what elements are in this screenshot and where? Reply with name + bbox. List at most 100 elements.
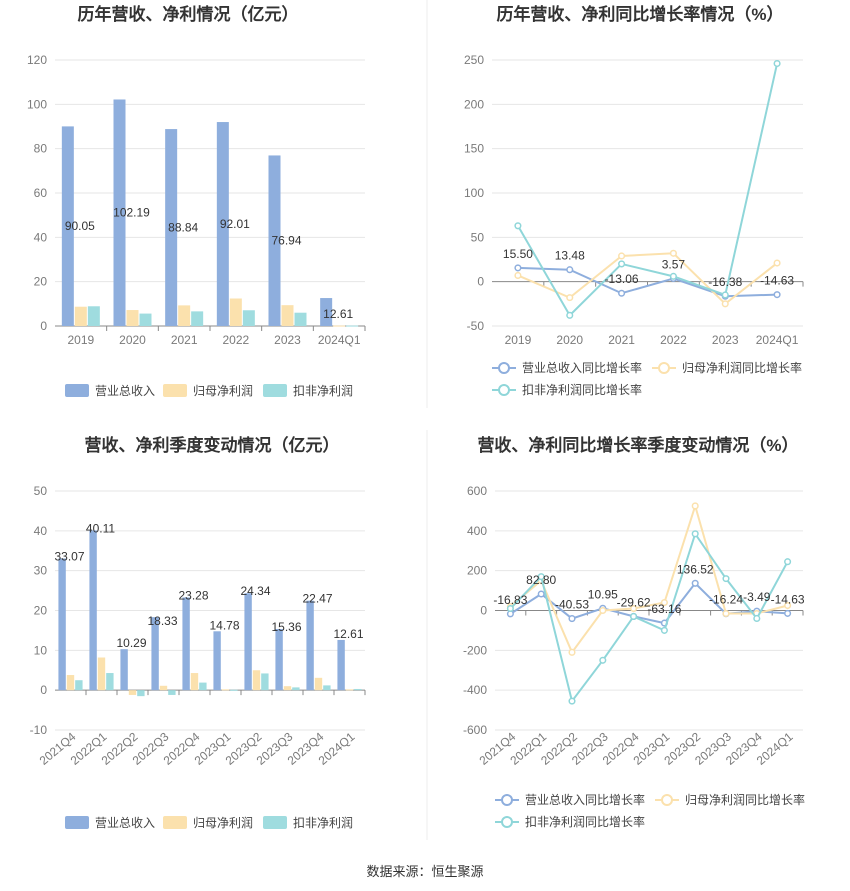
series-line-2 [509,502,788,655]
point-1-2019 [514,264,522,272]
data-label: -16.83 [493,593,527,607]
chart-2: 历年营收、净利同比增长率情况（%） -50 0 50 100 150 200 250 2019 2… [464,4,804,397]
bar-1-2022Q4 [182,597,190,691]
point-2-2022 [669,249,677,257]
bar-1-2022 [216,122,229,327]
legend[interactable]: 营业总收入 归母净利润 扣非净利润 [65,384,353,398]
y-tick-label: -400 [463,683,487,697]
y-tick-label: 50 [471,230,485,244]
legend-label: 营业总收入 [95,816,155,830]
data-label: -29.62 [617,595,651,609]
bar-2-2019 [74,306,87,326]
y-tick-label: 40 [34,230,48,244]
y-tick-label: 100 [27,97,47,111]
bar-3-2023 [294,312,307,326]
point-3-2023Q3 [722,575,730,583]
y-tick-label: 120 [27,53,47,67]
point-1-2024Q1 [773,291,781,299]
point-1-2020 [566,266,574,274]
point-3-2023Q4 [753,614,761,623]
bar-2-2021 [178,305,191,326]
x-tick-label: 2023 [274,333,301,347]
series-line-1 [509,581,788,625]
legend-label: 营业总收入 [95,384,155,398]
data-label: 13.48 [555,249,585,263]
data-label: 136.52 [677,562,714,576]
data-label: 22.47 [302,592,332,606]
bar-2-2023Q4 [314,677,323,691]
legend-swatch [163,384,187,397]
x-tick-label: 2019 [505,333,532,347]
x-tick-label: 2020 [556,333,583,347]
data-label: -40.53 [555,598,589,612]
legend-marker [498,384,510,396]
x-tick-label: 2022 [660,333,687,347]
point-2-2023Q3 [722,609,730,618]
y-tick-label: 60 [34,186,48,200]
chart-title: 营收、净利同比增长率季度变动情况（%） [477,435,798,455]
point-1-2023Q2 [691,579,699,587]
point-3-2023 [721,291,729,299]
bar-2-2022Q2 [128,690,137,695]
bar-1-2020 [113,99,126,326]
data-label: 12.61 [323,307,353,321]
bar-2-2023 [281,305,294,326]
bar-1-2024Q1 [320,298,333,326]
point-3-2022Q3 [599,656,607,664]
y-tick-label: 0 [480,604,487,618]
bar-2-2022 [229,298,242,326]
bar-1-2023Q3 [275,628,283,691]
point-3-2024Q1 [773,59,781,68]
legend-label: 归母净利润 [193,384,253,398]
x-tick-label: 2024Q1 [756,333,799,347]
point-2-2022Q2 [568,648,576,656]
x-tick-label: 2019 [67,333,94,347]
bar-3-2024Q1 [346,325,359,327]
bar-3-2024Q1 [354,688,362,691]
bar-1-2021 [165,129,178,326]
data-label: 40.11 [86,521,115,535]
point-3-2022Q2 [568,697,576,705]
legend-marker [501,794,513,806]
bar-2-2023Q1 [221,689,230,691]
bar-2-2023Q3 [283,686,292,691]
y-tick-label: 400 [467,524,487,538]
bar-3-2019 [87,306,100,326]
bar-2-2021Q4 [66,675,75,691]
data-label: 76.94 [271,234,301,248]
y-tick-label: -50 [467,319,485,333]
legend-label: 扣非净利润 [293,816,353,830]
legend[interactable]: 营业总收入 归母净利润 扣非净利润 [65,816,353,830]
y-tick-label: -600 [463,723,487,737]
bar-3-2023Q1 [230,689,238,691]
series-line-2 [517,252,778,306]
bar-2-2020 [126,310,139,326]
bar-2-2024Q1 [333,325,346,327]
y-tick-label: 50 [34,484,48,498]
data-label: -63.16 [647,602,681,616]
legend-label: 扣非净利润 [293,384,353,398]
x-tick-label: 2021 [171,333,198,347]
data-label: 88.84 [168,221,198,235]
legend-swatch [263,816,287,829]
data-label: 90.05 [65,219,95,233]
y-tick-label: 150 [464,142,484,156]
legend-label: 扣非净利润同比增长率 [522,382,642,397]
point-3-2022 [669,272,677,280]
y-tick-label: 600 [467,484,487,498]
x-tick-label: 2024Q1 [318,333,361,347]
y-tick-label: 30 [34,564,48,578]
point-2-2022Q3 [599,606,607,615]
x-tick-label: 2022 [222,333,249,347]
legend-marker [658,362,670,374]
chart-title: 营收、净利季度变动情况（亿元） [85,435,340,455]
point-3-2022Q4 [630,612,638,621]
data-label: 102.19 [113,206,150,220]
chart-1: 历年营收、净利情况（亿元） 0 20 40 60 80 100 120 2019 2020 2021… [27,4,366,398]
data-label: 10.29 [116,636,146,650]
bar-1-2023 [268,155,281,326]
y-tick-label: 0 [477,275,484,289]
legend-marker [501,816,513,828]
